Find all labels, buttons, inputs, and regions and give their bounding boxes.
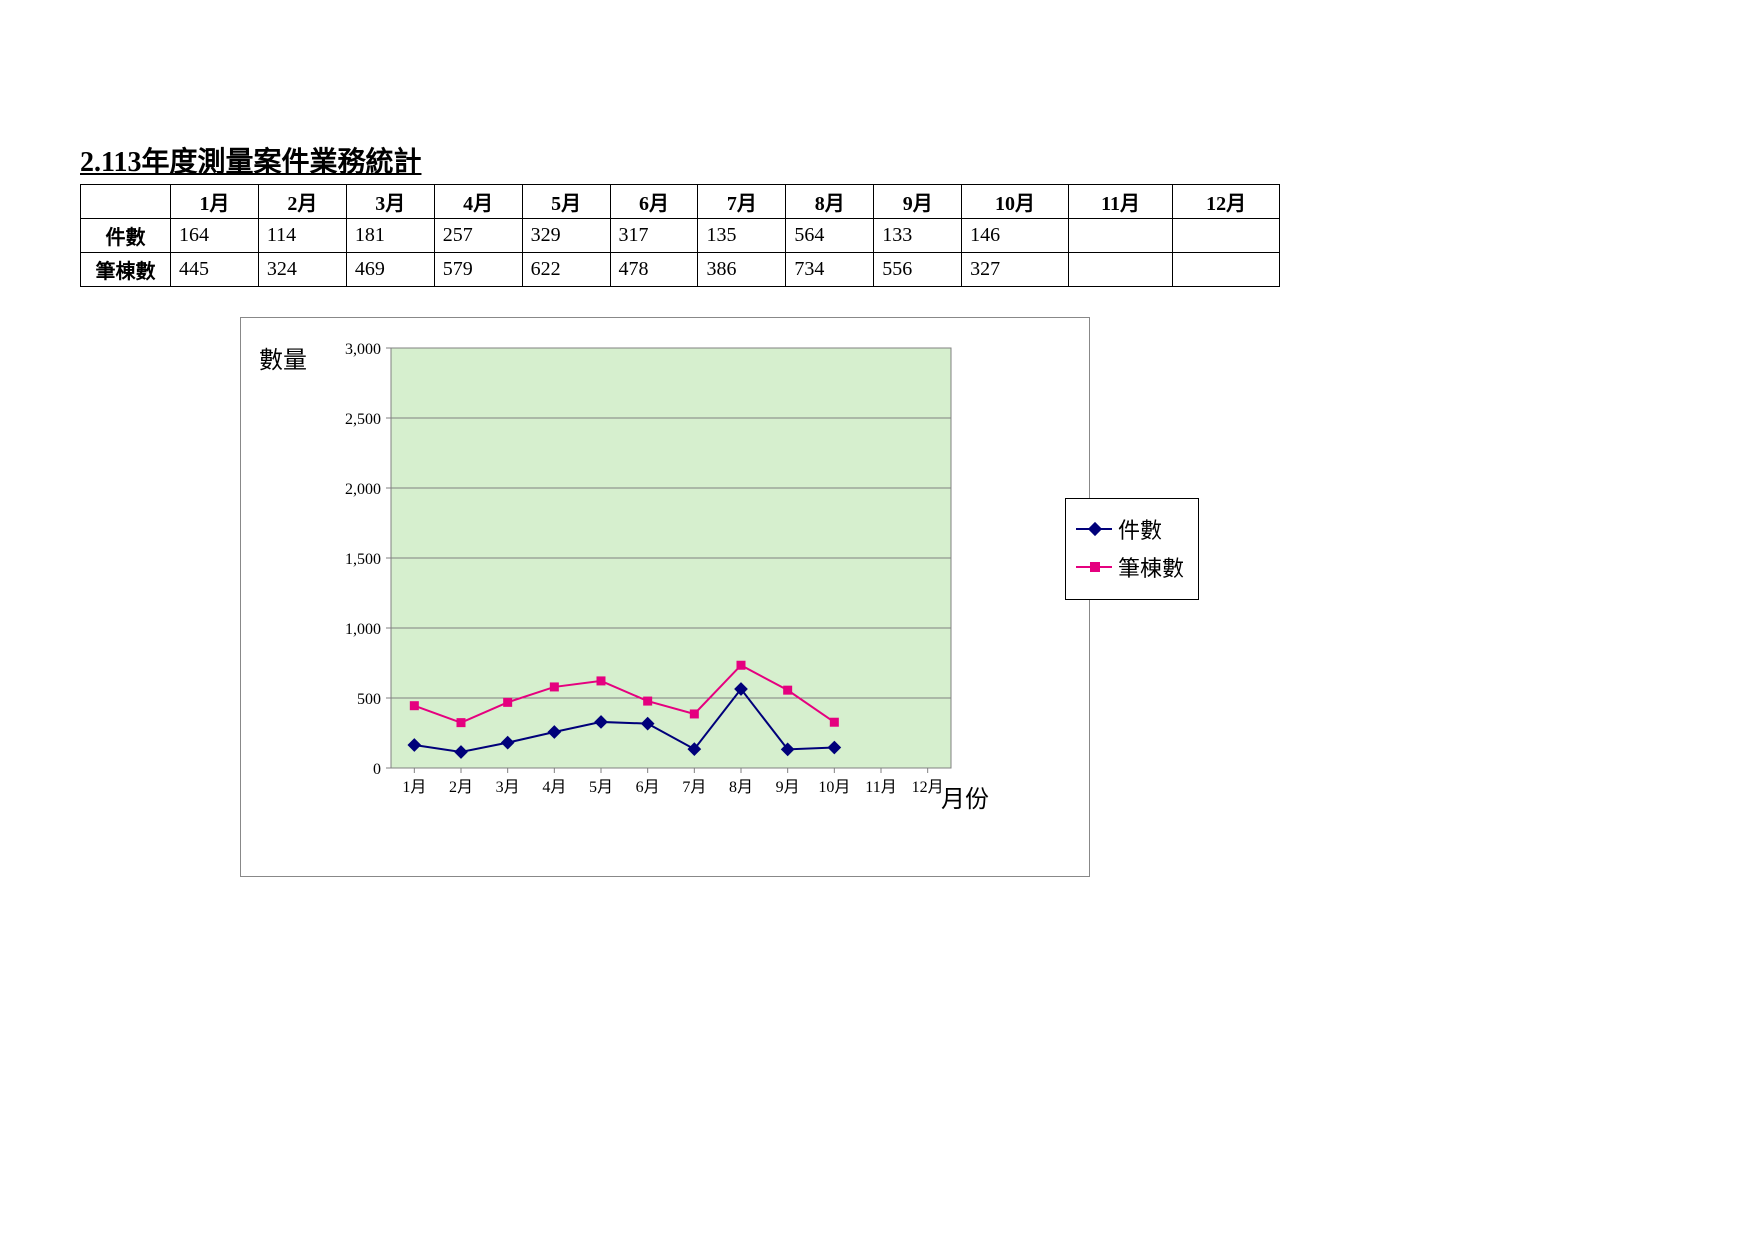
legend-label: 件數 bbox=[1118, 513, 1162, 545]
svg-text:6月: 6月 bbox=[636, 779, 660, 796]
table-header-cell: 1月 bbox=[171, 185, 259, 219]
svg-text:1月: 1月 bbox=[402, 779, 426, 796]
table-cell: 181 bbox=[346, 219, 434, 253]
chart-legend: 件數筆棟數 bbox=[1065, 498, 1199, 600]
legend-item: 件數 bbox=[1076, 513, 1184, 545]
table-header-cell bbox=[81, 185, 171, 219]
chart-container: 數量 0 500 1,000 1,500 2,000 2,500 3,000 1月 2月 3月 4月… bbox=[240, 317, 1090, 877]
x-axis-title: 月份 bbox=[941, 779, 989, 814]
svg-text:1,500: 1,500 bbox=[345, 551, 381, 568]
legend-line-icon bbox=[1076, 528, 1112, 530]
statistics-table: 1月2月3月4月5月6月7月8月9月10月11月12月 件數1641141812… bbox=[80, 184, 1280, 287]
table-header-cell: 8月 bbox=[786, 185, 874, 219]
table-cell: 327 bbox=[962, 253, 1069, 287]
table-row: 件數164114181257329317135564133146 bbox=[81, 219, 1280, 253]
table-cell: 133 bbox=[874, 219, 962, 253]
row-label: 件數 bbox=[81, 219, 171, 253]
row-label: 筆棟數 bbox=[81, 253, 171, 287]
table-cell bbox=[1173, 253, 1280, 287]
svg-text:2月: 2月 bbox=[449, 779, 473, 796]
svg-text:5月: 5月 bbox=[589, 779, 613, 796]
legend-line-icon bbox=[1076, 566, 1112, 568]
table-cell: 146 bbox=[962, 219, 1069, 253]
table-cell: 329 bbox=[522, 219, 610, 253]
table-header-cell: 11月 bbox=[1068, 185, 1173, 219]
table-cell: 324 bbox=[258, 253, 346, 287]
svg-text:2,500: 2,500 bbox=[345, 411, 381, 428]
table-cell: 564 bbox=[786, 219, 874, 253]
table-header-cell: 6月 bbox=[610, 185, 698, 219]
table-row: 筆棟數445324469579622478386734556327 bbox=[81, 253, 1280, 287]
table-cell bbox=[1068, 253, 1173, 287]
table-cell: 734 bbox=[786, 253, 874, 287]
table-cell: 164 bbox=[171, 219, 259, 253]
svg-text:3月: 3月 bbox=[496, 779, 520, 796]
svg-text:2,000: 2,000 bbox=[345, 481, 381, 498]
table-header-cell: 3月 bbox=[346, 185, 434, 219]
table-header-cell: 12月 bbox=[1173, 185, 1280, 219]
svg-text:3,000: 3,000 bbox=[345, 341, 381, 358]
table-cell bbox=[1173, 219, 1280, 253]
svg-text:500: 500 bbox=[357, 691, 381, 708]
legend-marker-icon bbox=[1090, 562, 1100, 572]
table-cell: 135 bbox=[698, 219, 786, 253]
svg-text:12月: 12月 bbox=[912, 779, 944, 796]
table-header-cell: 2月 bbox=[258, 185, 346, 219]
table-cell bbox=[1068, 219, 1173, 253]
table-cell: 114 bbox=[258, 219, 346, 253]
svg-text:7月: 7月 bbox=[682, 779, 706, 796]
legend-marker-icon bbox=[1088, 522, 1102, 536]
svg-text:0: 0 bbox=[373, 761, 381, 778]
table-header-cell: 9月 bbox=[874, 185, 962, 219]
table-cell: 257 bbox=[434, 219, 522, 253]
y-axis-title: 數量 bbox=[259, 340, 307, 375]
table-cell: 622 bbox=[522, 253, 610, 287]
table-header-cell: 10月 bbox=[962, 185, 1069, 219]
table-header-cell: 7月 bbox=[698, 185, 786, 219]
svg-text:10月: 10月 bbox=[818, 779, 850, 796]
section-title: 2.113年度測量案件業務統計 bbox=[80, 140, 1280, 180]
table-cell: 317 bbox=[610, 219, 698, 253]
table-header-cell: 4月 bbox=[434, 185, 522, 219]
svg-text:9月: 9月 bbox=[776, 779, 800, 796]
svg-text:1,000: 1,000 bbox=[345, 621, 381, 638]
svg-text:4月: 4月 bbox=[542, 779, 566, 796]
legend-item: 筆棟數 bbox=[1076, 551, 1184, 583]
svg-text:8月: 8月 bbox=[729, 779, 753, 796]
table-cell: 386 bbox=[698, 253, 786, 287]
table-cell: 579 bbox=[434, 253, 522, 287]
svg-text:11月: 11月 bbox=[865, 779, 896, 796]
table-header-cell: 5月 bbox=[522, 185, 610, 219]
table-cell: 469 bbox=[346, 253, 434, 287]
table-cell: 445 bbox=[171, 253, 259, 287]
table-cell: 478 bbox=[610, 253, 698, 287]
table-cell: 556 bbox=[874, 253, 962, 287]
legend-label: 筆棟數 bbox=[1118, 551, 1184, 583]
